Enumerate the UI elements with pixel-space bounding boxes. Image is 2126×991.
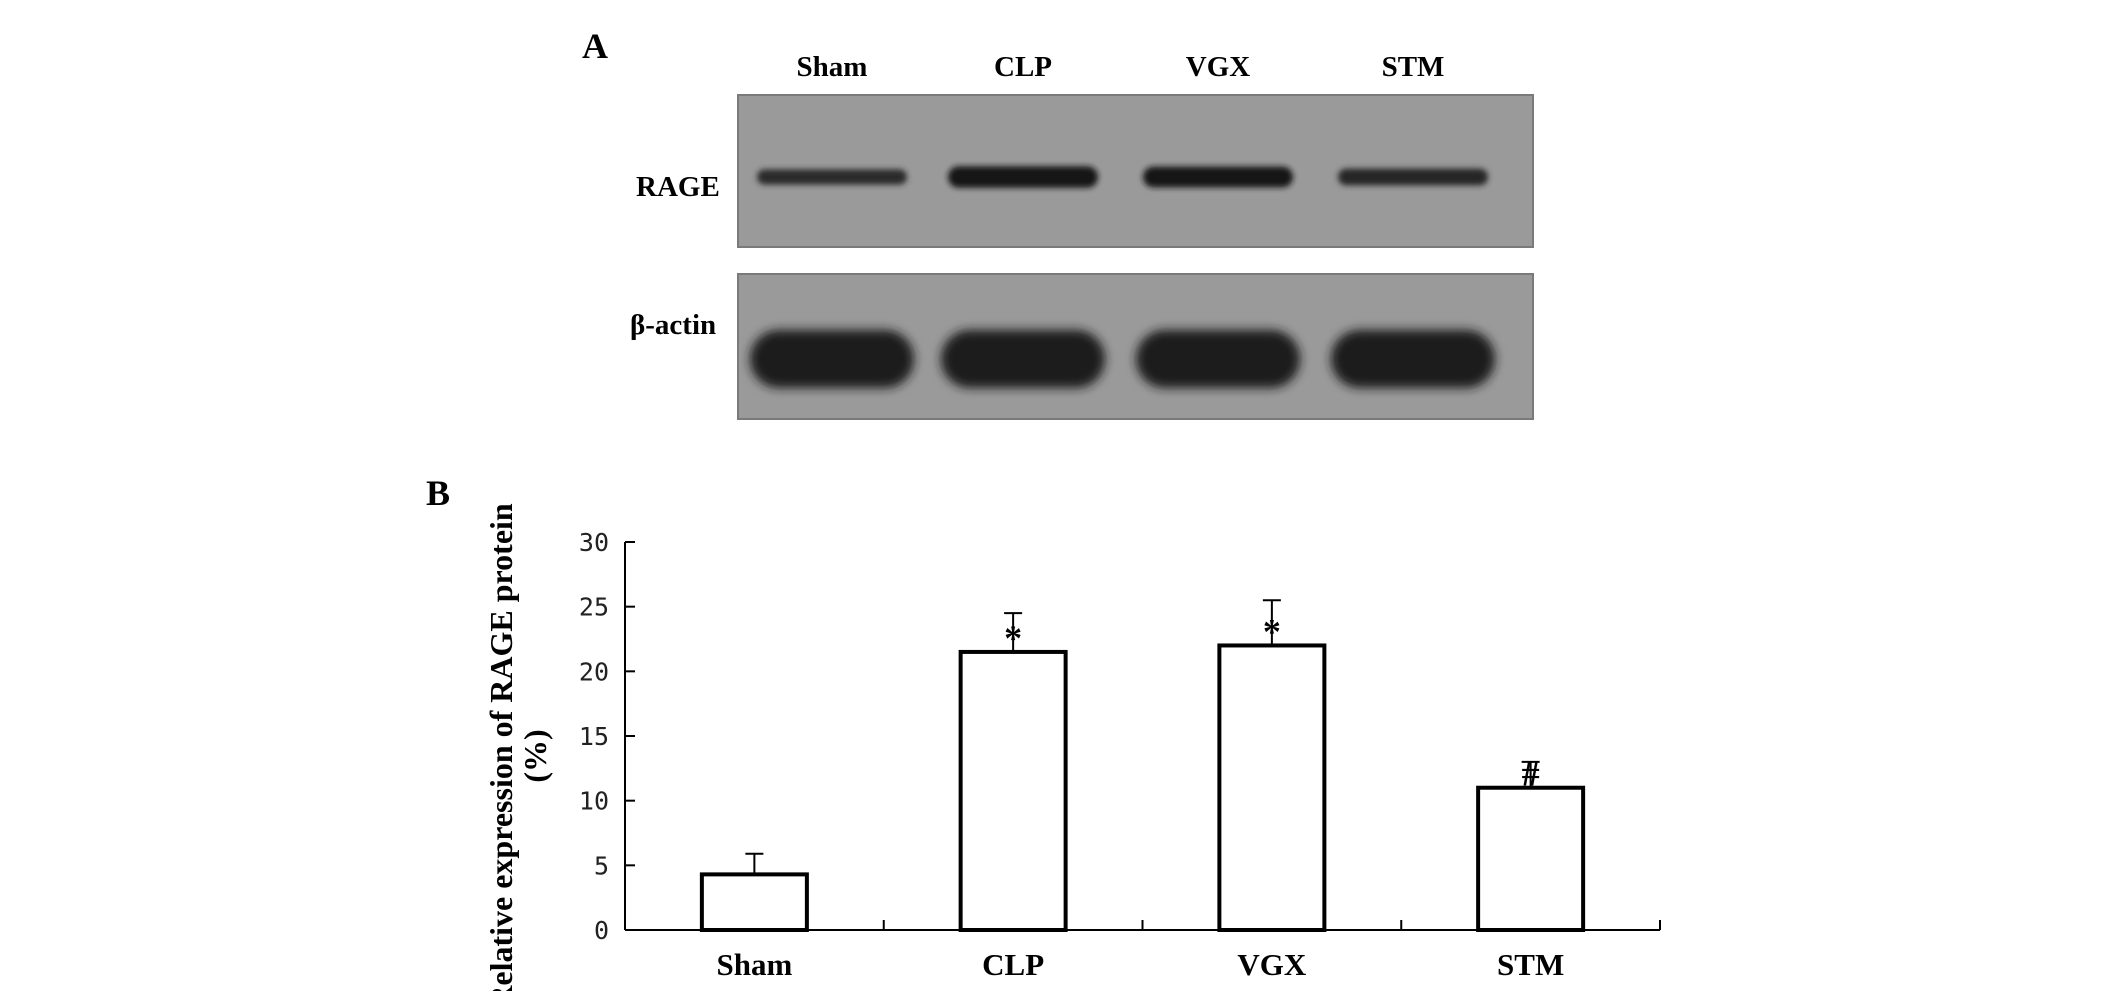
- y-tick-label-5: 5: [594, 851, 609, 880]
- lane-label-stm: STM: [1382, 51, 1445, 83]
- rage-label: RAGE: [636, 171, 720, 203]
- bar-clp: [958, 649, 1068, 933]
- lane-label-vgx: VGX: [1186, 51, 1251, 83]
- y-tick-label-0: 0: [594, 916, 609, 945]
- panel-b-letter: B: [426, 473, 450, 513]
- lane-label-clp: CLP: [994, 51, 1052, 83]
- y-axis-label-text: Relative expression of RAGE protein(%): [483, 503, 553, 991]
- y-tick-label-20: 20: [579, 657, 609, 686]
- rage-band-sham: [757, 169, 907, 185]
- bar-sham: [699, 872, 809, 932]
- x-category-label-clp: CLP: [982, 947, 1044, 982]
- lane-label-sham: Sham: [797, 51, 868, 83]
- significance-mark-vgx: *: [1263, 611, 1281, 651]
- actin-band-sham: [750, 330, 914, 388]
- bars: Sham * CLP * VGX # STM: [699, 599, 1586, 982]
- x-category-label-sham: Sham: [716, 947, 792, 982]
- rage-band-stm: [1338, 168, 1488, 186]
- actin-band-vgx: [1136, 330, 1300, 388]
- bar-chart: 0 5 10 15 20 25 30 Sham * CLP * VGX # STM Relative e…: [483, 503, 1661, 991]
- rage-band-vgx: [1143, 166, 1293, 188]
- panel-a-letter: A: [582, 26, 608, 66]
- x-category-label-stm: STM: [1497, 947, 1564, 982]
- rage-band-clp: [948, 166, 1098, 188]
- y-tick-label-30: 30: [579, 528, 609, 557]
- actin-blot: [737, 273, 1534, 420]
- actin-bands: [750, 330, 1495, 388]
- bar-stm: [1476, 785, 1586, 932]
- actin-label: β-actin: [630, 309, 716, 341]
- lane-labels: Sham CLP VGX STM: [797, 51, 1445, 83]
- y-axis: 0 5 10 15 20 25 30: [579, 528, 635, 945]
- bar-vgx: [1217, 643, 1327, 932]
- actin-band-stm: [1331, 330, 1495, 388]
- y-tick-label-25: 25: [579, 593, 609, 622]
- y-axis-label: Relative expression of RAGE protein(%): [483, 503, 553, 991]
- significance-mark-stm: #: [1522, 754, 1540, 794]
- significance-mark-clp: *: [1004, 618, 1022, 658]
- rage-bands: [757, 166, 1488, 188]
- y-tick-label-10: 10: [579, 787, 609, 816]
- y-tick-label-15: 15: [579, 722, 609, 751]
- rage-blot: [737, 94, 1534, 248]
- actin-band-clp: [941, 330, 1105, 388]
- x-category-label-vgx: VGX: [1237, 947, 1307, 982]
